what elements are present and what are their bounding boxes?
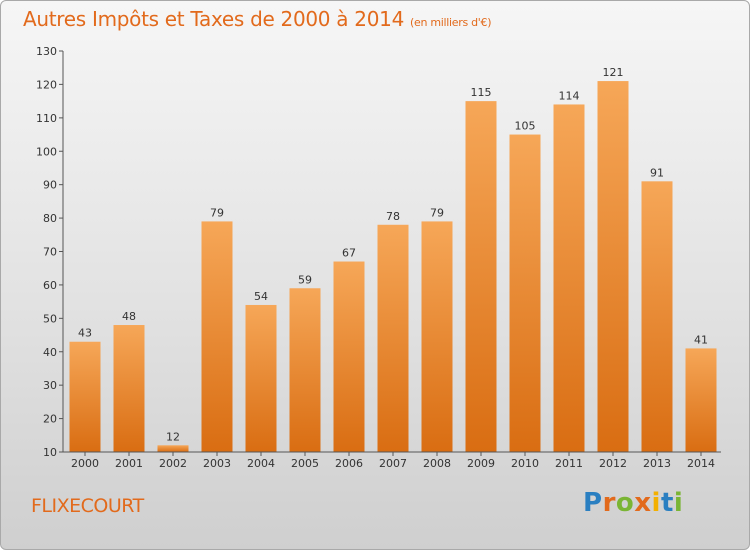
- y-tick-label: 100: [36, 145, 57, 158]
- bar: [421, 221, 453, 452]
- bar: [333, 261, 365, 452]
- data-label: 48: [122, 310, 136, 323]
- bar: [69, 341, 101, 452]
- logo-letter: r: [602, 488, 616, 518]
- logo-letter: i: [673, 488, 684, 518]
- data-label: 91: [650, 166, 664, 179]
- logo-letter: o: [615, 488, 635, 518]
- x-tick-label: 2012: [599, 457, 627, 470]
- x-tick-label: 2010: [511, 457, 539, 470]
- y-tick-label: 60: [43, 279, 57, 292]
- data-label: 43: [78, 327, 92, 340]
- bar: [377, 224, 409, 452]
- bar: [201, 221, 233, 452]
- y-tick-label: 90: [43, 179, 57, 192]
- data-label: 79: [430, 206, 444, 219]
- y-tick-label: 130: [36, 45, 57, 58]
- data-label: 41: [694, 333, 708, 346]
- x-tick-label: 2002: [159, 457, 187, 470]
- chart-unit: (en milliers d'€): [410, 16, 492, 29]
- x-tick-label: 2009: [467, 457, 495, 470]
- y-tick-label: 30: [43, 379, 57, 392]
- data-label: 121: [603, 66, 624, 79]
- y-tick-label: 80: [43, 212, 57, 225]
- x-tick-label: 2008: [423, 457, 451, 470]
- x-tick-label: 2001: [115, 457, 143, 470]
- logo-letter: x: [634, 488, 652, 518]
- bar: [465, 101, 497, 452]
- commune-name: FLIXECOURT: [31, 495, 144, 517]
- y-tick-label: 120: [36, 78, 57, 91]
- data-label: 79: [210, 206, 224, 219]
- bar: [245, 304, 277, 452]
- data-label: 59: [298, 273, 312, 286]
- bar: [553, 104, 585, 452]
- y-tick-label: 50: [43, 312, 57, 325]
- data-label: 105: [515, 120, 536, 133]
- data-label: 115: [471, 86, 492, 99]
- x-tick-label: 2005: [291, 457, 319, 470]
- logo-letter: t: [660, 488, 674, 518]
- data-label: 67: [342, 247, 356, 260]
- chart-title-text: Autres Impôts et Taxes de 2000 à 2014: [23, 7, 404, 31]
- bar: [641, 181, 673, 452]
- bar: [113, 325, 145, 452]
- y-tick-label: 20: [43, 413, 57, 426]
- proxiti-logo[interactable]: Proxiti: [583, 488, 683, 518]
- logo-letter: i: [651, 488, 661, 518]
- bar: [597, 81, 629, 452]
- data-label: 54: [254, 290, 268, 303]
- y-tick-label: 110: [36, 112, 57, 125]
- x-tick-label: 2014: [687, 457, 715, 470]
- data-label: 78: [386, 210, 400, 223]
- y-tick-label: 70: [43, 246, 57, 259]
- y-tick-label: 10: [43, 446, 57, 459]
- x-tick-label: 2013: [643, 457, 671, 470]
- bar: [157, 445, 189, 452]
- x-tick-label: 2003: [203, 457, 231, 470]
- bar: [289, 288, 321, 452]
- data-label: 114: [559, 89, 580, 102]
- data-label: 12: [166, 430, 180, 443]
- x-tick-label: 2000: [71, 457, 99, 470]
- bar: [685, 348, 717, 452]
- logo-letter: P: [583, 488, 603, 518]
- bar: [509, 134, 541, 452]
- chart-title: Autres Impôts et Taxes de 2000 à 2014 (en…: [23, 7, 491, 31]
- x-tick-label: 2011: [555, 457, 583, 470]
- x-tick-label: 2006: [335, 457, 363, 470]
- x-tick-label: 2004: [247, 457, 275, 470]
- y-tick-label: 40: [43, 346, 57, 359]
- x-tick-label: 2007: [379, 457, 407, 470]
